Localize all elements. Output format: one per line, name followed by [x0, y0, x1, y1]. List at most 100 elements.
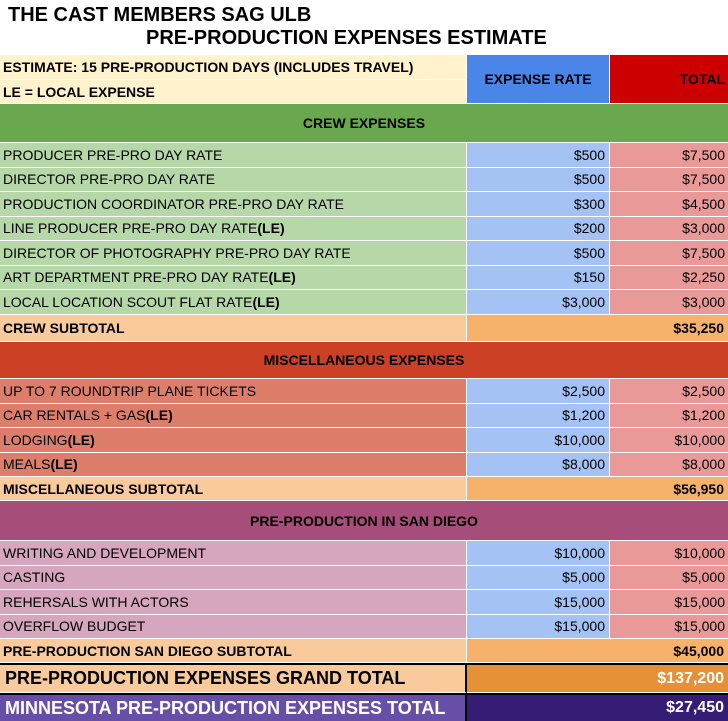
minnesota-total-label-cell[interactable]: MINNESOTA PRE-PRODUCTION EXPENSES TOTAL: [0, 695, 467, 721]
minnesota-total-cell[interactable]: $27,450: [467, 695, 728, 721]
sandiego-subtotal-label-cell[interactable]: PRE-PRODUCTION SAN DIEGO SUBTOTAL: [0, 639, 467, 663]
item-label-cell[interactable]: PRODUCTION COORDINATOR PRE-PRO DAY RATE: [0, 192, 467, 217]
item-label-cell[interactable]: ART DEPARTMENT PRE-PRO DAY RATE (LE): [0, 265, 467, 290]
total-value: $8,000: [682, 456, 725, 473]
item-label: CASTING: [3, 569, 66, 586]
expense-rate-cell[interactable]: $150: [467, 265, 610, 290]
expense-rate-value: $1,200: [562, 407, 605, 424]
expense-rate-cell[interactable]: $500: [467, 241, 610, 266]
estimate-note-cell[interactable]: ESTIMATE: 15 PRE-PRODUCTION DAYS (INCLUD…: [0, 55, 466, 80]
expense-rate-cell[interactable]: $5,000: [467, 565, 610, 590]
misc-subtotal-row: MISCELLANEOUS SUBTOTAL $56,950: [0, 477, 728, 501]
sandiego-heading: PRE-PRODUCTION IN SAN DIEGO: [250, 512, 478, 529]
total-cell[interactable]: $10,000: [610, 541, 728, 566]
sandiego-subtotal-label: PRE-PRODUCTION SAN DIEGO SUBTOTAL: [3, 642, 292, 659]
table-row: REHERSALS WITH ACTORS $15,000 $15,000: [0, 590, 728, 615]
total-cell[interactable]: $7,500: [610, 143, 728, 168]
expense-rate-cell[interactable]: $500: [467, 167, 610, 192]
grand-total-label-cell[interactable]: PRE-PRODUCTION EXPENSES GRAND TOTAL: [0, 665, 467, 693]
expense-rate-cell[interactable]: $10,000: [467, 428, 610, 453]
total-cell[interactable]: $3,000: [610, 216, 728, 241]
total-cell[interactable]: $7,500: [610, 167, 728, 192]
item-label: PRODUCTION COORDINATOR PRE-PRO DAY RATE: [3, 195, 344, 212]
total-value: $10,000: [674, 544, 725, 561]
expense-rate-value: $300: [573, 195, 605, 212]
total-cell[interactable]: $4,500: [610, 192, 728, 217]
table-row: DIRECTOR OF PHOTOGRAPHY PRE-PRO DAY RATE…: [0, 241, 728, 266]
item-label-cell[interactable]: WRITING AND DEVELOPMENT: [0, 541, 467, 566]
crew-subtotal-label: CREW SUBTOTAL: [3, 319, 125, 336]
expense-rate-header[interactable]: EXPENSE RATE: [467, 55, 610, 104]
le-marker: (LE): [145, 407, 173, 424]
expense-rate-cell[interactable]: $500: [467, 143, 610, 168]
total-cell[interactable]: $1,200: [610, 403, 728, 428]
item-label-cell[interactable]: UP TO 7 ROUNDTRIP PLANE TICKETS: [0, 379, 467, 404]
misc-subtotal-label-cell[interactable]: MISCELLANEOUS SUBTOTAL: [0, 477, 467, 501]
item-label-cell[interactable]: OVERFLOW BUDGET: [0, 614, 467, 639]
sandiego-heading-row: PRE-PRODUCTION IN SAN DIEGO: [0, 501, 728, 541]
expense-rate-value: $500: [573, 244, 605, 261]
total-cell[interactable]: $10,000: [610, 428, 728, 453]
item-label-cell[interactable]: LOCAL LOCATION SCOUT FLAT RATE (LE): [0, 290, 467, 315]
total-value: $2,250: [682, 269, 725, 286]
total-cell[interactable]: $2,500: [610, 379, 728, 404]
total-cell[interactable]: $8,000: [610, 452, 728, 477]
expense-rate-value: $500: [573, 146, 605, 163]
item-label-cell[interactable]: LINE PRODUCER PRE-PRO DAY RATE (LE): [0, 216, 467, 241]
total-cell[interactable]: $3,000: [610, 290, 728, 315]
expense-rate-cell[interactable]: $8,000: [467, 452, 610, 477]
total-cell[interactable]: $5,000: [610, 565, 728, 590]
expense-rate-cell[interactable]: $15,000: [467, 614, 610, 639]
item-label-cell[interactable]: REHERSALS WITH ACTORS: [0, 590, 467, 615]
total-cell[interactable]: $15,000: [610, 590, 728, 615]
sandiego-subtotal-value: $45,000: [673, 642, 724, 659]
crew-subtotal-cell[interactable]: $35,250: [467, 314, 728, 342]
expense-rate-value: $15,000: [554, 618, 605, 635]
item-label: REHERSALS WITH ACTORS: [3, 593, 189, 610]
item-label: LODGING: [3, 431, 68, 448]
expense-rate-cell[interactable]: $15,000: [467, 590, 610, 615]
misc-heading-row: MISCELLANEOUS EXPENSES: [0, 342, 728, 379]
total-cell[interactable]: $15,000: [610, 614, 728, 639]
expense-rate-value: $2,500: [562, 382, 605, 399]
table-row: DIRECTOR PRE-PRO DAY RATE $500 $7,500: [0, 167, 728, 192]
total-cell[interactable]: $7,500: [610, 241, 728, 266]
le-note-cell[interactable]: LE = LOCAL EXPENSE: [0, 80, 466, 104]
sandiego-subtotal-cell[interactable]: $45,000: [467, 639, 728, 663]
expense-rate-cell[interactable]: $200: [467, 216, 610, 241]
item-label-cell[interactable]: CAR RENTALS + GAS (LE): [0, 403, 467, 428]
expense-rate-header-label: EXPENSE RATE: [484, 71, 592, 87]
total-header[interactable]: TOTAL: [610, 55, 728, 104]
expense-rate-cell[interactable]: $3,000: [467, 290, 610, 315]
grand-total-cell[interactable]: $137,200: [467, 665, 728, 693]
expense-rate-cell[interactable]: $10,000: [467, 541, 610, 566]
item-label: OVERFLOW BUDGET: [3, 618, 146, 635]
item-label-cell[interactable]: DIRECTOR PRE-PRO DAY RATE: [0, 167, 467, 192]
sandiego-heading-cell[interactable]: PRE-PRODUCTION IN SAN DIEGO: [0, 501, 728, 541]
item-label-cell[interactable]: CASTING: [0, 565, 467, 590]
expense-rate-cell[interactable]: $1,200: [467, 403, 610, 428]
table-row: LODGING (LE) $10,000 $10,000: [0, 428, 728, 453]
expense-rate-value: $10,000: [554, 544, 605, 561]
item-label-cell[interactable]: DIRECTOR OF PHOTOGRAPHY PRE-PRO DAY RATE: [0, 241, 467, 266]
le-marker: (LE): [268, 269, 296, 286]
expense-rate-value: $200: [573, 220, 605, 237]
sandiego-subtotal-row: PRE-PRODUCTION SAN DIEGO SUBTOTAL $45,00…: [0, 639, 728, 663]
item-label: PRODUCER PRE-PRO DAY RATE: [3, 146, 223, 163]
total-value: $3,000: [682, 220, 725, 237]
crew-subtotal-label-cell[interactable]: CREW SUBTOTAL: [0, 314, 467, 342]
expense-rate-cell[interactable]: $2,500: [467, 379, 610, 404]
expense-rate-cell[interactable]: $300: [467, 192, 610, 217]
item-label-cell[interactable]: MEALS (LE): [0, 452, 467, 477]
item-label: UP TO 7 ROUNDTRIP PLANE TICKETS: [3, 382, 257, 399]
crew-heading-cell[interactable]: CREW EXPENSES: [0, 104, 728, 143]
expense-rate-value: $150: [573, 269, 605, 286]
misc-heading-cell[interactable]: MISCELLANEOUS EXPENSES: [0, 342, 728, 379]
item-label: DIRECTOR PRE-PRO DAY RATE: [3, 171, 216, 188]
title-line-1: THE CAST MEMBERS SAG ULB: [8, 4, 312, 26]
misc-subtotal-cell[interactable]: $56,950: [467, 477, 728, 501]
item-label-cell[interactable]: PRODUCER PRE-PRO DAY RATE: [0, 143, 467, 168]
total-cell[interactable]: $2,250: [610, 265, 728, 290]
total-value: $5,000: [682, 569, 725, 586]
item-label-cell[interactable]: LODGING (LE): [0, 428, 467, 453]
